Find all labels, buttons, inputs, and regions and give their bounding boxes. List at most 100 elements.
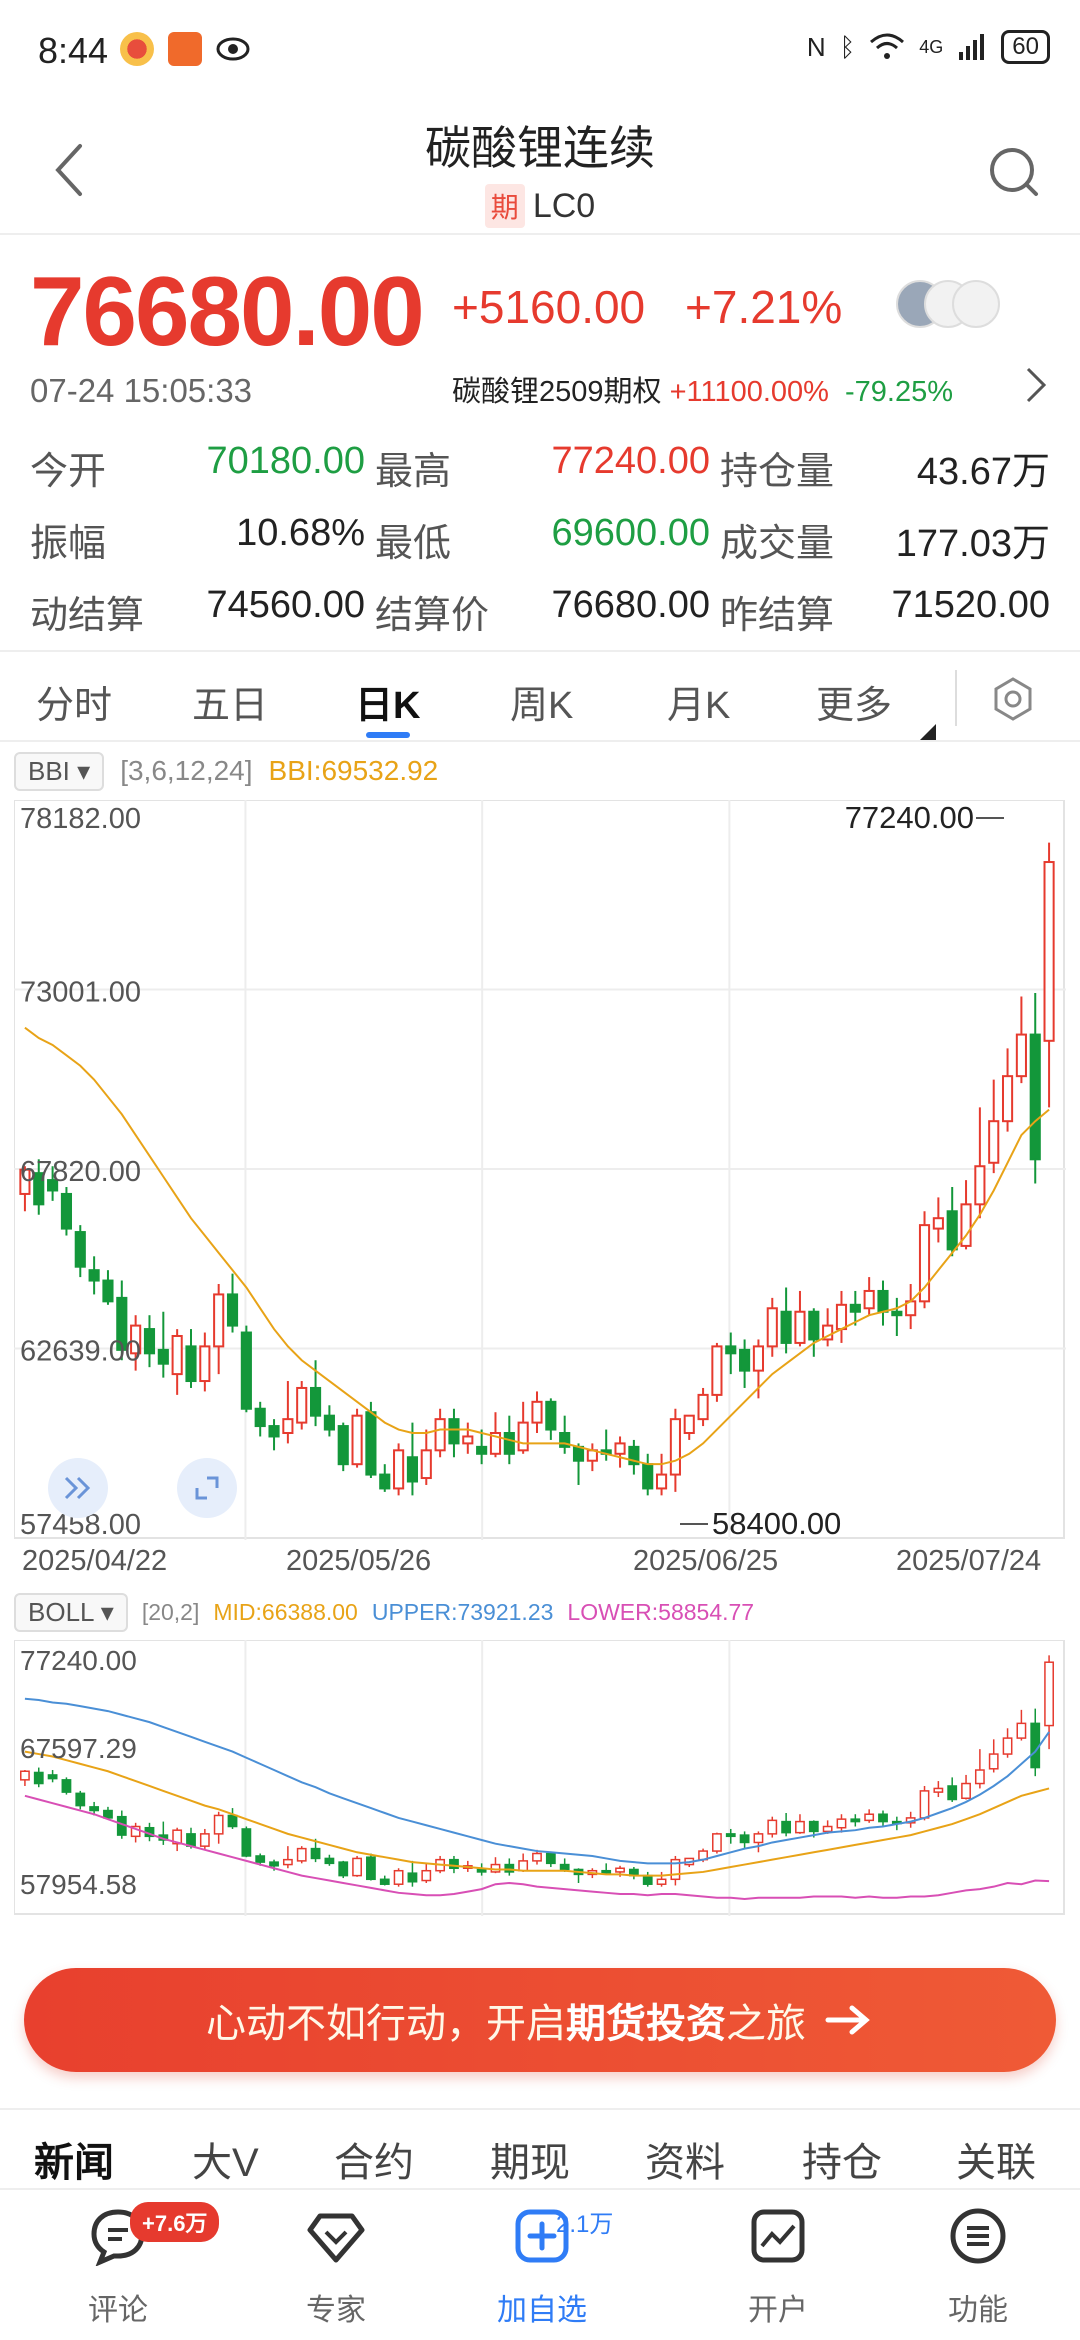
status-bar: 8:44 N ᛒ 4G 60 (0, 0, 1080, 100)
candle-up (836, 1818, 847, 1829)
tab-daily-k[interactable]: 日K (355, 685, 421, 727)
tab-contract[interactable]: 合约 (334, 2141, 414, 2185)
candle-down (476, 1445, 488, 1455)
app-notification-icon (120, 32, 154, 66)
back-icon[interactable] (50, 140, 90, 200)
nav-open-account[interactable]: 开户 (708, 2206, 848, 2329)
candle-down (946, 1210, 958, 1251)
candle-down (269, 1861, 279, 1867)
tab-big-v[interactable]: 大V (192, 2141, 259, 2185)
divider (955, 670, 957, 726)
chart-frame (14, 1640, 1065, 1915)
tab-timeshare[interactable]: 分时 (36, 685, 113, 727)
candle-up (794, 1310, 806, 1344)
dropdown-triangle-icon (920, 724, 936, 740)
nav-label: 专家 (306, 2294, 366, 2327)
candle-up (712, 1833, 722, 1852)
tab-weekly-k[interactable]: 周K (510, 685, 574, 727)
candle-down (545, 1852, 556, 1865)
indicator-name: BOLL (28, 1596, 94, 1627)
avatar (952, 280, 1000, 328)
send-app-icon (168, 32, 202, 66)
settings-icon[interactable] (990, 676, 1036, 722)
candle-down (47, 1774, 58, 1780)
nav-label: 功能 (948, 2294, 1008, 2327)
tab-monthly-k[interactable]: 月K (667, 685, 731, 727)
candle-down (103, 1809, 113, 1819)
stat-label: 振幅 (30, 523, 107, 565)
nfc-icon: N (806, 31, 826, 62)
candle-up (351, 1414, 363, 1466)
main-indicator-select[interactable]: BBI ▾ (14, 751, 105, 791)
status-time: 8:44 (38, 30, 109, 71)
candle-down (366, 1856, 376, 1881)
stat-value: 70180.00 (206, 440, 366, 482)
candle-down (33, 1172, 45, 1206)
tab-info[interactable]: 资料 (645, 2141, 725, 2185)
candle-down (449, 1858, 459, 1870)
candle-down (116, 1296, 128, 1351)
tab-news[interactable]: 新闻 (34, 2141, 114, 2185)
period-tabs: 分时 五日 日K 周K 月K 更多 (0, 650, 1080, 742)
candle-up (421, 1869, 432, 1882)
sub-indicator-bar: BOLL ▾ [20,2] MID:66388.00 UPPER:73921.2… (14, 1589, 754, 1635)
nav-expert[interactable]: 专家 (266, 2206, 406, 2329)
tab-related[interactable]: 关联 (956, 2141, 1036, 2185)
candle-up (767, 1819, 778, 1835)
candle-down (642, 1463, 654, 1490)
system-indicators: N ᛒ 4G 60 (807, 30, 1050, 64)
candle-up (932, 1217, 944, 1230)
candle-down (255, 1855, 266, 1863)
nav-functions[interactable]: 功能 (908, 2206, 1048, 2329)
y-tick-label: 57954.58 (20, 1869, 137, 1900)
candle-down (74, 1231, 86, 1268)
candle-up (130, 1324, 142, 1355)
candle-up (462, 1435, 474, 1445)
candle-down (947, 1785, 958, 1801)
candle-down (780, 1310, 792, 1344)
candle-up (753, 1833, 764, 1844)
date-label: 2025/06/25 (633, 1545, 779, 1577)
search-icon[interactable] (986, 144, 1040, 198)
candle-up (517, 1421, 529, 1452)
tab-five-day[interactable]: 五日 (192, 685, 269, 727)
candle-down (226, 1293, 239, 1327)
wifi-icon (870, 33, 905, 59)
nav-add-watchlist[interactable]: 加自选 (472, 2206, 612, 2329)
active-tab-indicator (366, 732, 410, 738)
boll-lower: LOWER:58854.77 (567, 1598, 755, 1625)
boll-chart[interactable]: 77240.00 67597.29 57954.58 (14, 1640, 1066, 1916)
indicator-params: [3,6,12,24] (120, 755, 253, 786)
candlestick-chart[interactable]: 78182.0073001.0067820.0062639.0057458.00… (14, 800, 1066, 1540)
expand-panel-button[interactable] (48, 1458, 108, 1518)
stats-row: 动结算 74560.00 结算价 76680.00 昨结算 71520.00 (30, 584, 1050, 644)
tab-spot[interactable]: 期现 (490, 2141, 570, 2185)
candle-down (337, 1425, 349, 1466)
y-tick-label: 78182.00 (20, 803, 141, 835)
boll-params: [20,2] (141, 1598, 200, 1625)
candle-up (933, 1787, 944, 1793)
cta-text: 心动不如行动，开启 (206, 2002, 566, 2046)
comment-count-badge: +7.6万 (130, 2202, 220, 2242)
candle-up (531, 1400, 543, 1424)
option-down: -79.25% (845, 376, 954, 408)
related-option[interactable]: 碳酸锂2509期权 +11100.00% -79.25% (452, 368, 953, 410)
candle-down (47, 1179, 59, 1192)
candle-down (725, 1345, 737, 1355)
last-price: 76680.00 (30, 256, 425, 366)
candle-up (1043, 861, 1055, 1042)
candle-up (683, 1414, 695, 1435)
candle-up (434, 1418, 446, 1452)
candle-up (614, 1442, 626, 1455)
chevron-right-icon[interactable] (1020, 365, 1050, 405)
tab-positions[interactable]: 持仓 (802, 2141, 882, 2185)
tab-more[interactable]: 更多 (816, 685, 893, 727)
fullscreen-button[interactable] (177, 1458, 237, 1518)
candle-down (268, 1425, 280, 1438)
candle-up (974, 1165, 986, 1206)
high-annotation: 77240.00 (845, 800, 974, 835)
sub-indicator-select[interactable]: BOLL ▾ (14, 1592, 128, 1632)
user-avatars[interactable] (896, 280, 1016, 330)
cta-banner-button[interactable]: 心动不如行动，开启 期货投资 之旅 (24, 1968, 1056, 2072)
price-change: +5160.00 (452, 281, 646, 333)
